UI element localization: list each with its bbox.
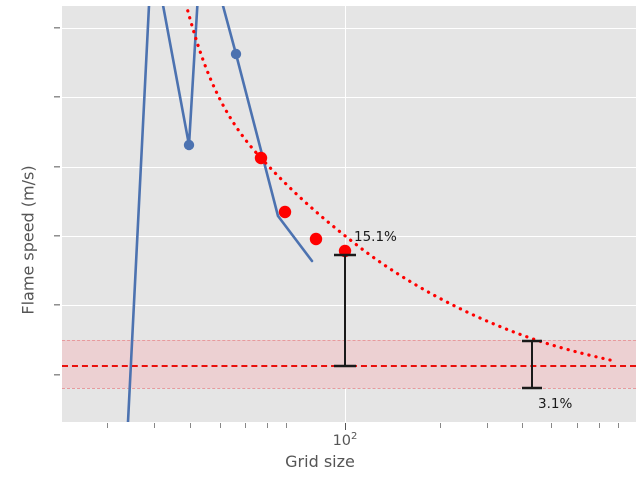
xtick-mark-minor — [286, 423, 288, 428]
ytick-mark-2.0 — [54, 374, 60, 376]
y-axis-title: Flame speed (m/s) — [18, 165, 38, 315]
blue-marker-point — [183, 139, 195, 151]
red-extrapolation-curve — [184, 6, 616, 363]
gridline-y-2.4 — [62, 236, 636, 238]
red-marker-point — [278, 205, 292, 219]
blue-simulation-line — [126, 6, 314, 422]
gridline-y-2.6 — [62, 167, 636, 169]
gridline-y-2.8 — [62, 97, 636, 99]
xtick-mark-minor — [267, 423, 269, 428]
xtick-label-base: 10 — [332, 432, 352, 449]
xtick-mark-minor — [599, 423, 601, 428]
ytick-mark-2.8 — [54, 96, 60, 98]
red-marker-point — [254, 151, 268, 165]
annotation-label-upper-percent: 15.1% — [354, 229, 397, 245]
xtick-mark-minor — [154, 423, 156, 428]
xtick-mark-minor — [190, 423, 192, 428]
xtick-mark-major-100 — [345, 423, 347, 430]
xtick-mark-minor — [551, 423, 553, 428]
x-axis-title: Grid size — [285, 452, 355, 471]
ytick-mark-3.0 — [54, 27, 60, 29]
xtick-mark-minor — [245, 423, 247, 428]
data-svg — [126, 6, 616, 422]
xtick-mark-minor — [487, 423, 489, 428]
xtick-mark-minor — [107, 423, 109, 428]
reference-band-fill — [62, 340, 636, 388]
xtick-label-100: 102 — [333, 431, 358, 449]
ytick-mark-2.4 — [54, 235, 60, 237]
xtick-mark-minor — [522, 423, 524, 428]
gridline-x-100 — [345, 6, 347, 422]
xtick-mark-minor — [440, 423, 442, 428]
xtick-mark-minor — [618, 423, 620, 428]
gridline-y-2.2 — [62, 305, 636, 307]
blue-marker-point — [230, 48, 242, 60]
annotation-label-lower-percent: 3.1% — [538, 396, 573, 412]
reference-band-lower-edge — [62, 388, 636, 389]
xtick-label-exponent: 2 — [351, 431, 358, 442]
gridline-y-3.0 — [62, 28, 636, 30]
xtick-mark-minor — [220, 423, 222, 428]
ytick-mark-2.6 — [54, 166, 60, 168]
xtick-mark-minor — [577, 423, 579, 428]
plot-area: 15.1% 3.1% — [62, 6, 636, 422]
reference-band-upper-edge — [62, 340, 636, 341]
ytick-mark-2.2 — [54, 304, 60, 306]
red-marker-point — [309, 232, 323, 246]
